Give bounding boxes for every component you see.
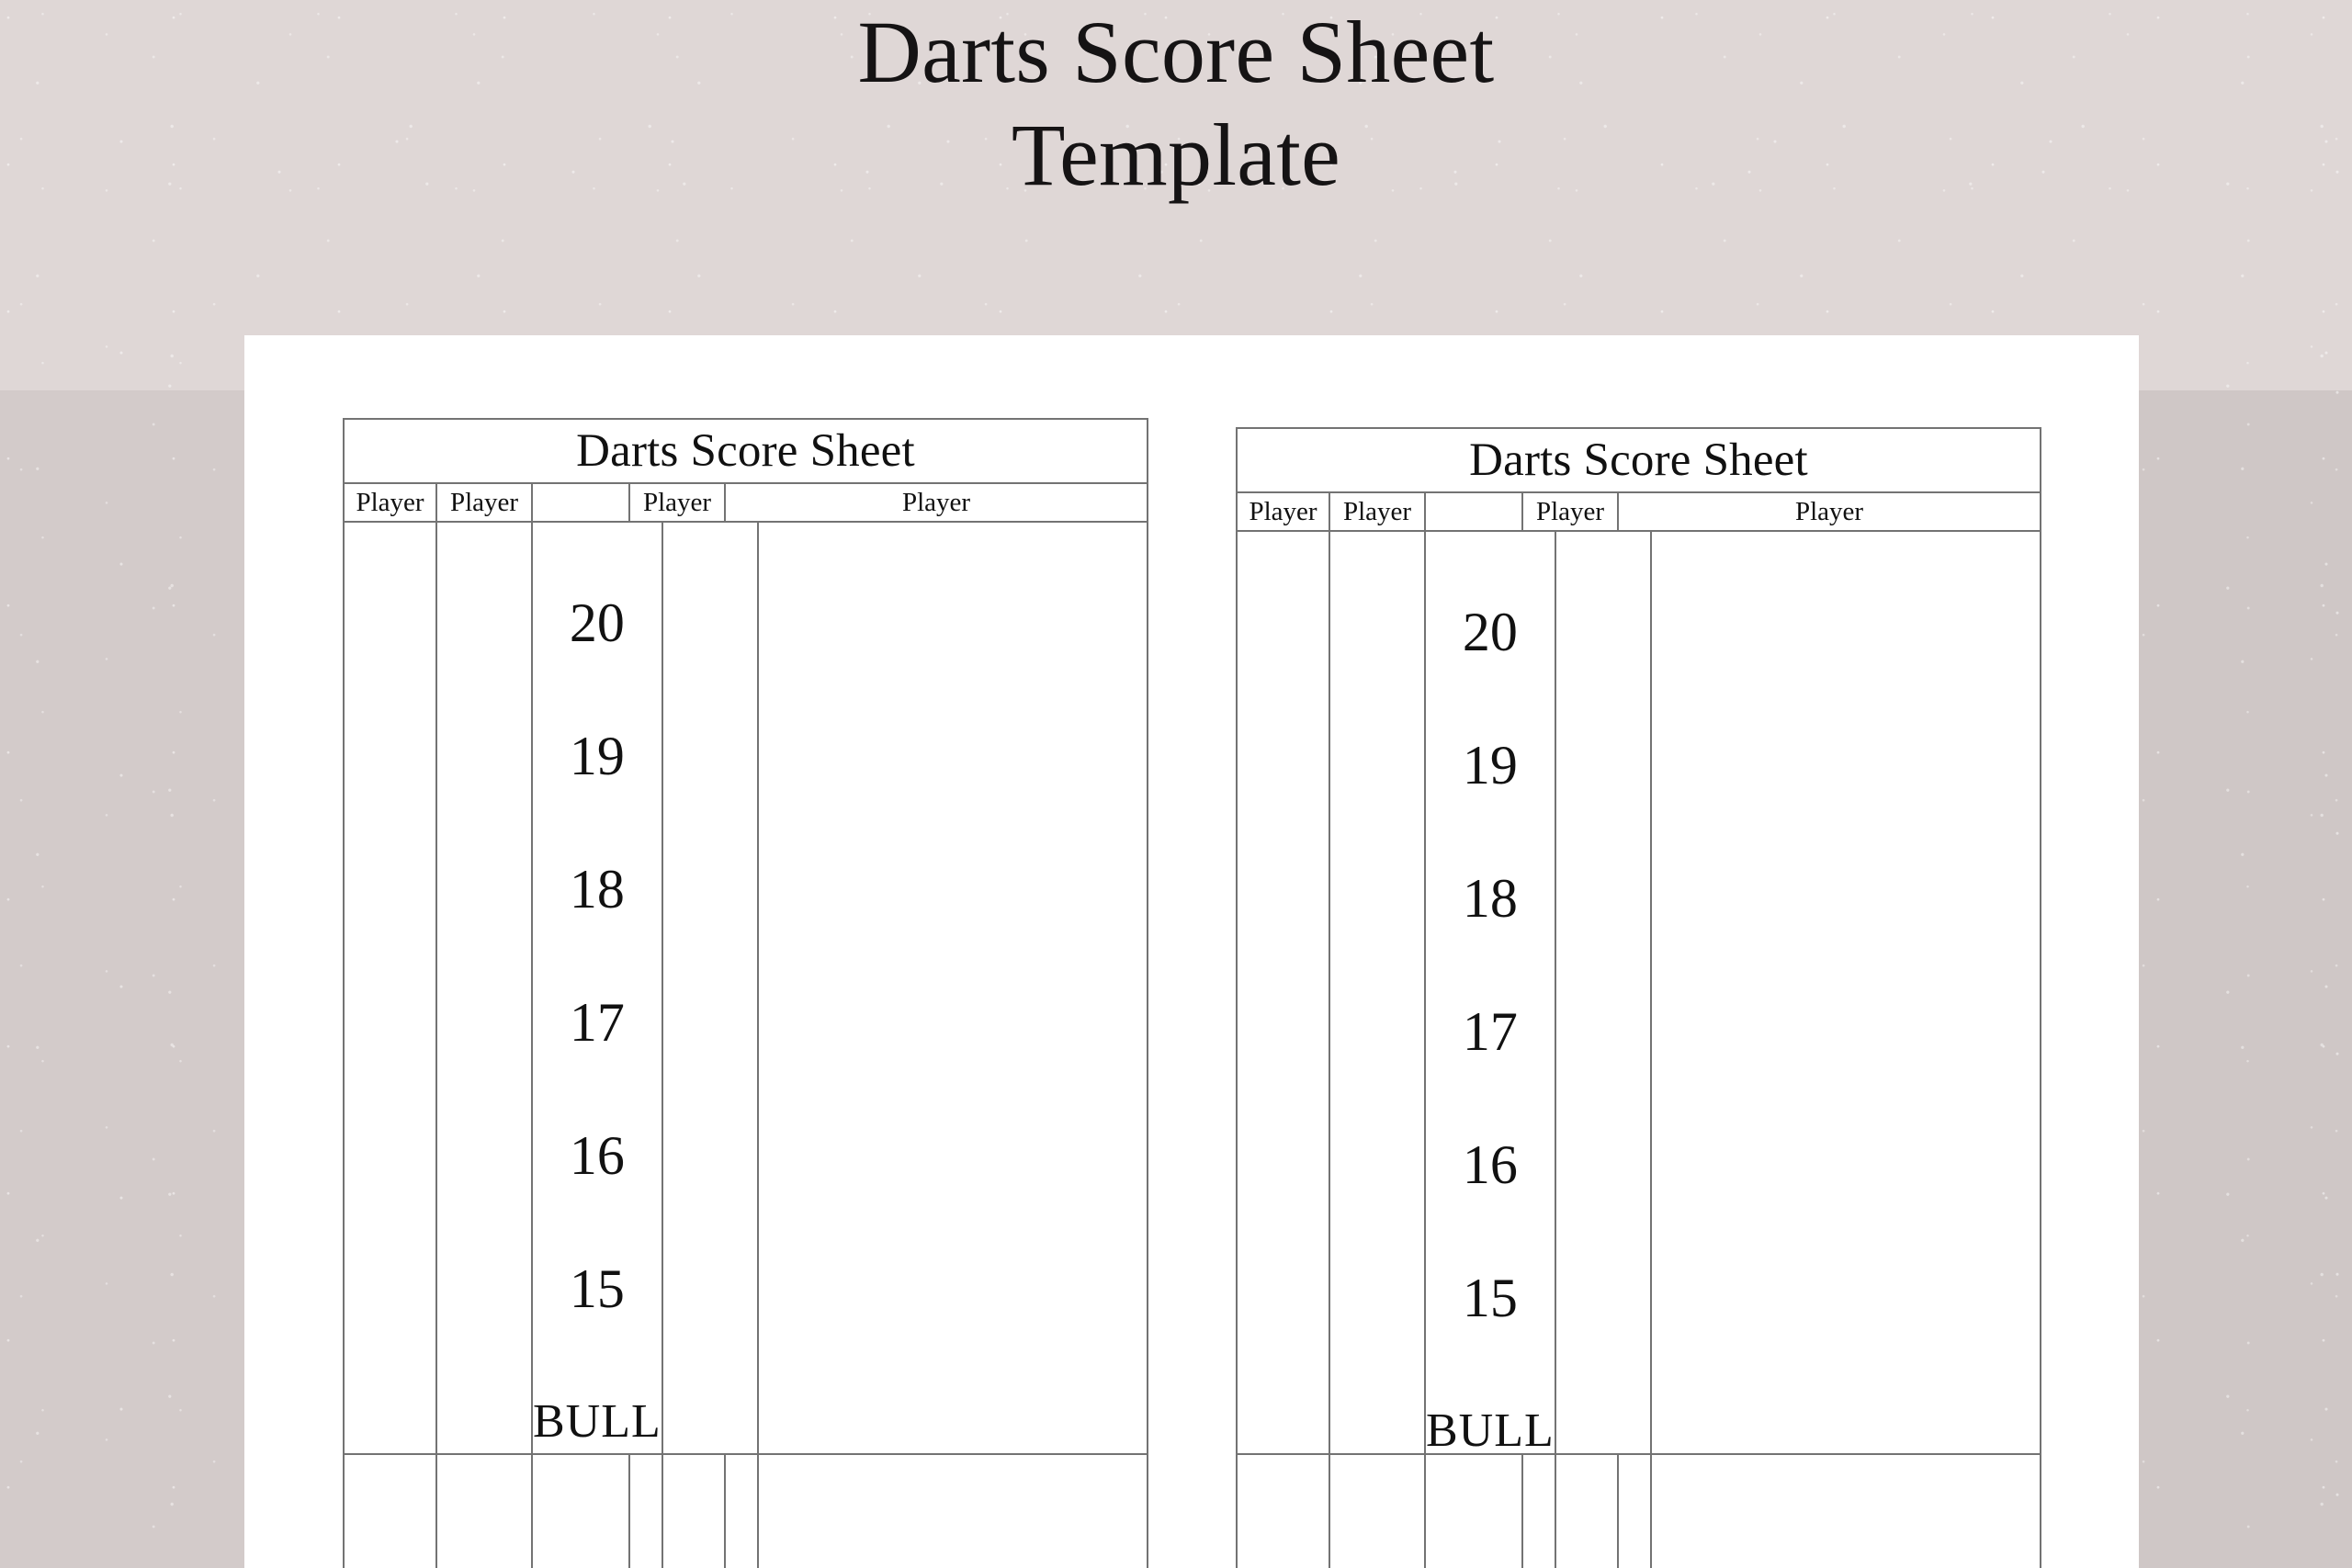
- score-column-player-4[interactable]: [759, 523, 1147, 1568]
- paper-sheet: Darts Score Sheet Player Player Player P…: [244, 335, 2139, 1568]
- target-20: 20: [569, 592, 625, 653]
- footer-cell-player-3[interactable]: [630, 1455, 726, 1568]
- background-band-top: [0, 0, 2352, 390]
- header-player-3: Player: [1523, 493, 1619, 530]
- score-column-player-2[interactable]: [437, 523, 533, 1568]
- target-17: 17: [1462, 1000, 1518, 1062]
- score-sheet-left-body: 20 19 18 17 16 15 BULL: [345, 523, 1147, 1568]
- page-title-line-1: Darts Score Sheet: [857, 3, 1495, 101]
- footer-cell-player-3[interactable]: [1523, 1455, 1619, 1568]
- footer-cell-player-4[interactable]: [726, 1455, 1147, 1568]
- header-player-1: Player: [345, 484, 437, 521]
- score-sheet-right-title: Darts Score Sheet: [1238, 429, 2040, 493]
- target-15: 15: [569, 1258, 625, 1319]
- score-sheet-right-body: 20 19 18 17 16 15 BULL: [1238, 532, 2040, 1568]
- target-18: 18: [569, 858, 625, 919]
- header-targets: [533, 484, 630, 521]
- header-player-4: Player: [1794, 496, 1864, 526]
- score-sheet-left-title: Darts Score Sheet: [345, 420, 1147, 484]
- header-player-3: Player: [630, 484, 726, 521]
- header-player-2: Player: [437, 484, 533, 521]
- score-sheet-right-footer-row: [1238, 1455, 2040, 1568]
- header-player-1: Player: [1238, 493, 1330, 530]
- header-player-4: Player: [901, 487, 971, 517]
- bull-row-divider: [345, 1453, 1147, 1455]
- score-column-player-3[interactable]: [663, 523, 759, 1568]
- header-player-2: Player: [1330, 493, 1426, 530]
- footer-cell-player-1[interactable]: [345, 1455, 437, 1568]
- score-column-player-1[interactable]: [345, 523, 437, 1568]
- score-column-player-2[interactable]: [1330, 532, 1426, 1568]
- target-number-column: 20 19 18 17 16 15 BULL: [533, 523, 663, 1568]
- footer-cell-player-1[interactable]: [1238, 1455, 1330, 1568]
- target-20: 20: [1462, 601, 1518, 662]
- page-title-line-2: Template: [1011, 105, 1341, 204]
- target-18: 18: [1462, 867, 1518, 929]
- target-17: 17: [569, 991, 625, 1053]
- background-band-left-shadow: [0, 390, 244, 1568]
- score-sheet-left-header-row: Player Player Player Player: [345, 484, 1147, 523]
- target-19: 19: [569, 725, 625, 786]
- footer-cell-player-4[interactable]: [1619, 1455, 2040, 1568]
- target-number-column: 20 19 18 17 16 15 BULL: [1426, 532, 1556, 1568]
- score-column-player-3[interactable]: [1556, 532, 1652, 1568]
- target-15: 15: [1462, 1267, 1518, 1328]
- bull-row-divider: [1238, 1453, 2040, 1455]
- target-16: 16: [1462, 1134, 1518, 1195]
- page-title: Darts Score Sheet Template: [0, 0, 2352, 200]
- footer-cell-targets[interactable]: [533, 1455, 630, 1568]
- score-sheet-left: Darts Score Sheet Player Player Player P…: [343, 418, 1148, 1568]
- header-targets: [1426, 493, 1523, 530]
- footer-cell-player-2[interactable]: [437, 1455, 533, 1568]
- footer-cell-player-2[interactable]: [1330, 1455, 1426, 1568]
- score-sheet-left-footer-row: [345, 1455, 1147, 1568]
- target-16: 16: [569, 1124, 625, 1186]
- target-19: 19: [1462, 734, 1518, 795]
- footer-cell-targets[interactable]: [1426, 1455, 1523, 1568]
- background-band-right-shadow: [2139, 390, 2352, 1568]
- score-column-player-1[interactable]: [1238, 532, 1330, 1568]
- score-column-player-4[interactable]: [1652, 532, 2040, 1568]
- score-sheet-right-header-row: Player Player Player Player: [1238, 493, 2040, 532]
- target-bull: BULL: [1426, 1404, 1555, 1457]
- target-bull: BULL: [533, 1394, 662, 1448]
- score-sheet-right: Darts Score Sheet Player Player Player P…: [1236, 427, 2041, 1568]
